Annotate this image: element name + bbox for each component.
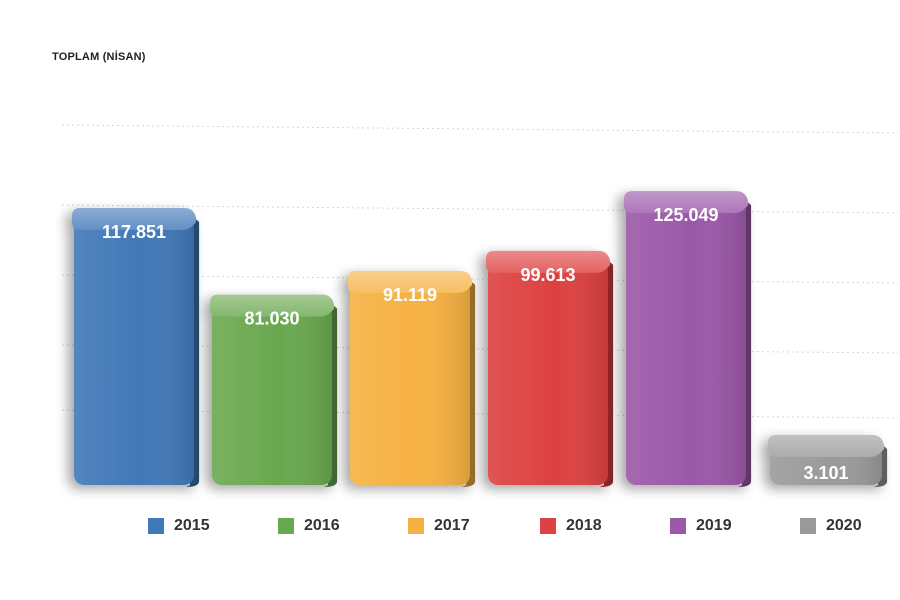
legend-label: 2017 bbox=[434, 517, 470, 534]
bar-front-shading bbox=[212, 304, 332, 485]
legend-item-2018: 2018 bbox=[540, 514, 602, 538]
grid-line bbox=[61, 124, 899, 134]
bar-top-highlight bbox=[348, 270, 472, 293]
bar-top-highlight bbox=[486, 250, 610, 273]
bar-front-shading bbox=[74, 218, 194, 485]
bar-2017 bbox=[348, 270, 476, 487]
bar-data-label: 125.049 bbox=[653, 205, 718, 225]
bar-data-label: 117.851 bbox=[102, 222, 166, 242]
legend: 2015 2016 2017 2018 2019 2020 bbox=[0, 514, 900, 540]
legend-label: 2015 bbox=[174, 517, 210, 534]
bar-data-label: 91.119 bbox=[383, 285, 437, 305]
bar-data-label: 81.030 bbox=[244, 309, 299, 329]
bar-data-label: 99.613 bbox=[520, 265, 575, 285]
bar-front-shading bbox=[350, 280, 470, 485]
bar-front-shading bbox=[626, 201, 746, 485]
legend-item-2020: 2020 bbox=[800, 514, 862, 538]
bars: 117.851 81.030 91.119 99.613 125.049 3.101 bbox=[72, 191, 888, 487]
bar-2015 bbox=[72, 208, 200, 487]
bar-top-highlight bbox=[624, 191, 748, 214]
bar-data-label: 3.101 bbox=[803, 463, 848, 483]
legend-label: 2019 bbox=[696, 517, 732, 534]
legend-item-2017: 2017 bbox=[408, 514, 470, 538]
legend-swatch bbox=[800, 518, 816, 534]
chart-title: TOPLAM (NİSAN) bbox=[52, 51, 146, 63]
bar-2020 bbox=[768, 435, 888, 487]
bar-2019 bbox=[624, 191, 752, 487]
legend-item-2019: 2019 bbox=[670, 514, 732, 538]
bar-2016 bbox=[210, 294, 338, 487]
legend-item-2016: 2016 bbox=[278, 514, 340, 538]
grid-line bbox=[61, 274, 899, 284]
bar-2018 bbox=[486, 250, 614, 487]
bar-top-highlight bbox=[72, 208, 196, 231]
legend-swatch bbox=[670, 518, 686, 534]
bar-top-highlight bbox=[210, 294, 334, 317]
grid-line bbox=[61, 344, 899, 354]
legend-label: 2018 bbox=[566, 517, 602, 534]
grid-lines bbox=[61, 124, 899, 419]
legend-item-2015: 2015 bbox=[148, 514, 210, 538]
bar-front-shading bbox=[488, 260, 608, 485]
grid-line bbox=[61, 409, 899, 419]
legend-swatch bbox=[148, 518, 164, 534]
grid-line bbox=[61, 204, 899, 214]
bar-top-highlight bbox=[768, 435, 884, 457]
legend-label: 2020 bbox=[826, 517, 862, 534]
legend-swatch bbox=[540, 518, 556, 534]
legend-label: 2016 bbox=[304, 517, 340, 534]
legend-swatch bbox=[278, 518, 294, 534]
legend-swatch bbox=[408, 518, 424, 534]
